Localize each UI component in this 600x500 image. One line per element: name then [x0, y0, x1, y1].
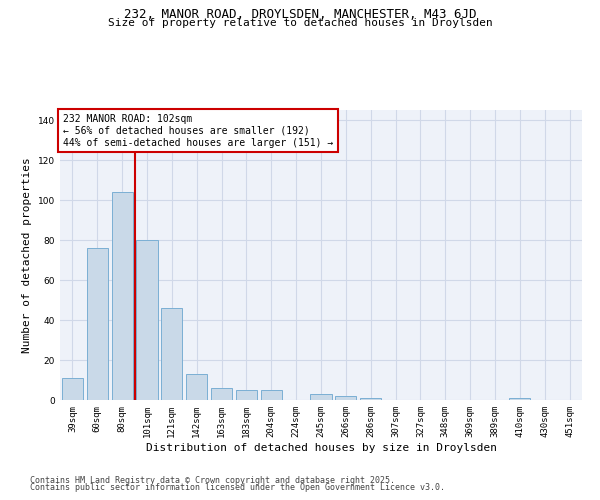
Bar [236, 390, 257, 400]
Bar [509, 398, 530, 400]
Text: Size of property relative to detached houses in Droylsden: Size of property relative to detached ho… [107, 18, 493, 28]
Bar [211, 388, 232, 400]
Bar [261, 390, 282, 400]
Y-axis label: Number of detached properties: Number of detached properties [22, 157, 32, 353]
X-axis label: Distribution of detached houses by size in Droylsden: Distribution of detached houses by size … [146, 442, 497, 452]
Text: Contains HM Land Registry data © Crown copyright and database right 2025.: Contains HM Land Registry data © Crown c… [30, 476, 395, 485]
Bar [161, 308, 182, 400]
Bar [62, 378, 83, 400]
Bar [186, 374, 207, 400]
Bar [310, 394, 332, 400]
Text: 232, MANOR ROAD, DROYLSDEN, MANCHESTER, M43 6JD: 232, MANOR ROAD, DROYLSDEN, MANCHESTER, … [124, 8, 476, 20]
Bar [112, 192, 133, 400]
Bar [360, 398, 381, 400]
Bar [87, 248, 108, 400]
Bar [335, 396, 356, 400]
Bar [136, 240, 158, 400]
Text: 232 MANOR ROAD: 102sqm
← 56% of detached houses are smaller (192)
44% of semi-de: 232 MANOR ROAD: 102sqm ← 56% of detached… [62, 114, 333, 148]
Text: Contains public sector information licensed under the Open Government Licence v3: Contains public sector information licen… [30, 484, 445, 492]
